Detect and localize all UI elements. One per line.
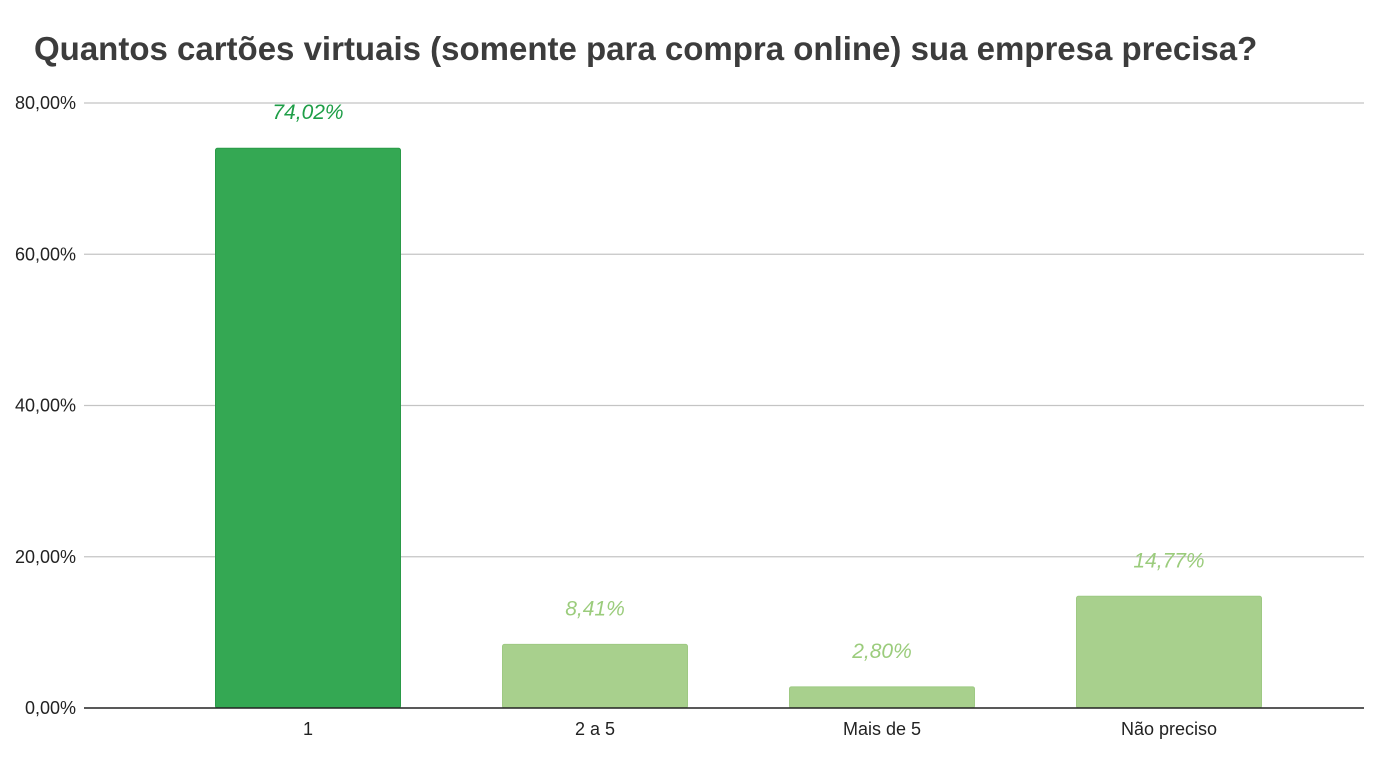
bar	[1076, 595, 1262, 709]
data-label: 14,77%	[1133, 549, 1204, 572]
y-tick-label: 60,00%	[15, 244, 76, 264]
y-tick-label: 0,00%	[25, 698, 76, 718]
y-tick-label: 80,00%	[15, 93, 76, 113]
x-tick-label: Mais de 5	[843, 719, 921, 739]
bar	[215, 147, 401, 709]
data-label: 74,02%	[272, 101, 343, 124]
x-tick-label: Não preciso	[1121, 719, 1217, 739]
y-tick-label: 20,00%	[15, 547, 76, 567]
x-tick-label: 1	[303, 719, 313, 739]
data-label: 2,80%	[851, 640, 912, 663]
bar	[789, 686, 975, 709]
y-tick-label: 40,00%	[15, 396, 76, 416]
chart-title: Quantos cartões virtuais (somente para c…	[34, 30, 1258, 67]
data-label: 8,41%	[565, 597, 625, 620]
x-tick-label: 2 a 5	[575, 719, 615, 739]
bar	[502, 643, 688, 709]
